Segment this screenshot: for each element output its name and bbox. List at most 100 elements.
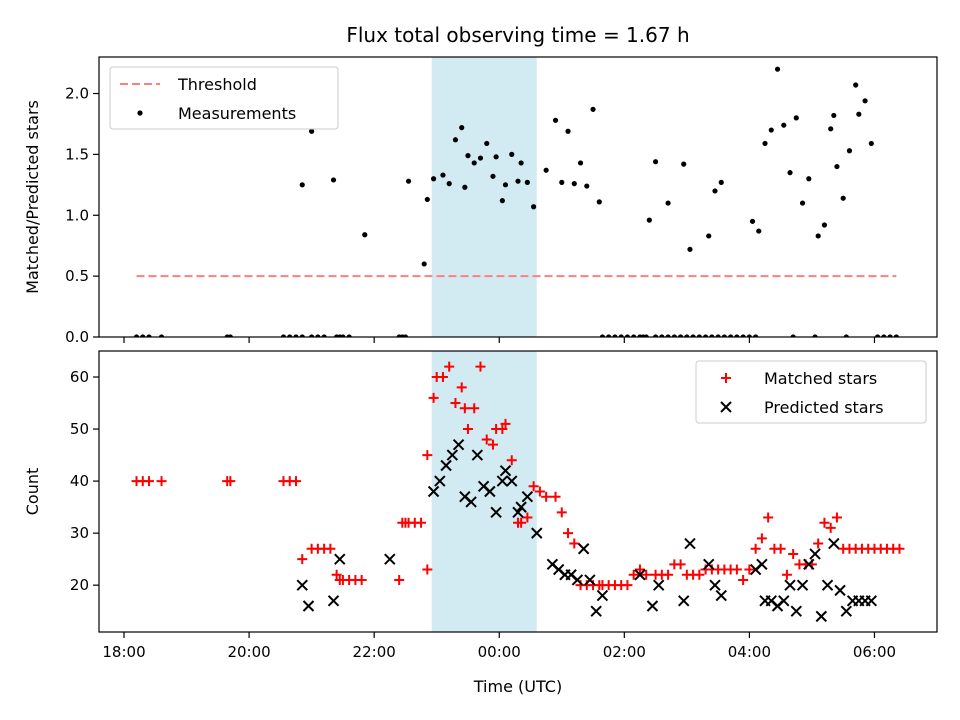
predicted-star-marker bbox=[815, 610, 828, 623]
measurement-point bbox=[493, 154, 499, 160]
measurement-point bbox=[665, 200, 671, 206]
measurement-point bbox=[706, 233, 712, 239]
predicted-star-marker bbox=[596, 589, 609, 602]
predicted-star-marker bbox=[440, 459, 452, 472]
measurement-point bbox=[815, 233, 821, 239]
matched-star-marker bbox=[456, 382, 467, 393]
matched-star-marker bbox=[356, 574, 367, 585]
measurement-point bbox=[618, 334, 624, 337]
x-tick-label: 00:00 bbox=[478, 643, 521, 661]
predicted-star-marker bbox=[334, 553, 346, 565]
legend-box bbox=[695, 360, 927, 424]
measurement-point bbox=[709, 334, 715, 337]
measurement-point bbox=[806, 176, 812, 182]
measurement-point bbox=[746, 334, 752, 337]
measurement-point bbox=[596, 199, 602, 205]
predicted-star-marker bbox=[784, 579, 796, 591]
matched-star-marker bbox=[437, 372, 448, 383]
predicted-star-marker bbox=[646, 600, 659, 612]
predicted-star-marker bbox=[484, 485, 496, 498]
measurement-point bbox=[853, 82, 859, 88]
measurement-point bbox=[718, 179, 724, 185]
measurement-point bbox=[712, 188, 718, 194]
measurement-point bbox=[753, 334, 759, 337]
measurement-point bbox=[524, 179, 530, 185]
y-tick-label: 1.0 bbox=[65, 206, 89, 224]
measurement-point bbox=[552, 117, 559, 123]
data-layer bbox=[133, 66, 899, 337]
measurement-point bbox=[687, 246, 693, 252]
measurement-point bbox=[646, 217, 652, 223]
measurement-point bbox=[671, 334, 677, 337]
measurement-point bbox=[330, 177, 337, 183]
matched-star-marker bbox=[641, 569, 652, 580]
measurement-point bbox=[484, 140, 490, 147]
measurement-point bbox=[227, 334, 233, 337]
y-tick-label: 40 bbox=[70, 472, 89, 490]
y-tick-label: 50 bbox=[70, 420, 89, 438]
legend-label: Threshold bbox=[177, 75, 257, 94]
measurement-point bbox=[309, 334, 315, 337]
matched-star-marker bbox=[788, 548, 799, 559]
measurement-point bbox=[584, 183, 590, 189]
matched-star-marker bbox=[550, 491, 561, 502]
matched-star-marker bbox=[444, 361, 455, 372]
matched-star-marker bbox=[634, 564, 645, 575]
measurement-point bbox=[834, 163, 840, 170]
matched-star-marker bbox=[516, 517, 527, 528]
matched-star-marker bbox=[663, 569, 674, 580]
measurement-point bbox=[146, 334, 152, 337]
matched-star-marker bbox=[394, 574, 405, 585]
predicted-star-marker bbox=[703, 558, 715, 571]
measurement-point bbox=[490, 173, 496, 179]
measurement-point bbox=[299, 182, 305, 188]
measurement-point bbox=[446, 181, 452, 187]
measurement-point bbox=[868, 140, 874, 147]
measurement-point bbox=[887, 334, 893, 337]
predicted-star-marker bbox=[384, 553, 396, 565]
matched-star-marker bbox=[481, 434, 492, 445]
legend-label: Matched stars bbox=[764, 369, 877, 388]
y-tick-label: 30 bbox=[70, 524, 89, 542]
measurement-point bbox=[665, 334, 671, 337]
predicted-star-marker bbox=[678, 595, 690, 607]
legend: Matched stars Predicted stars bbox=[695, 360, 927, 424]
predicted-star-marker bbox=[634, 569, 646, 581]
measurement-point bbox=[337, 334, 343, 337]
legend-label: Measurements bbox=[178, 104, 296, 123]
predicted-star-marker bbox=[465, 496, 477, 508]
matched-star-marker bbox=[506, 455, 517, 466]
predicted-star-marker bbox=[653, 579, 665, 591]
measurement-point bbox=[559, 179, 565, 185]
measurement-point bbox=[793, 115, 799, 121]
legend-matched-swatch bbox=[721, 373, 731, 383]
predicted-star-marker bbox=[446, 449, 459, 461]
x-tick-label: 20:00 bbox=[227, 643, 270, 661]
measurement-point bbox=[690, 334, 696, 337]
measurement-point bbox=[140, 334, 146, 337]
legend: Threshold Measurements bbox=[109, 66, 339, 130]
measurement-point bbox=[452, 137, 459, 143]
matched-star-marker bbox=[831, 512, 842, 523]
matched-star-marker bbox=[528, 481, 539, 492]
measurement-point bbox=[459, 125, 465, 131]
measurement-point bbox=[158, 334, 165, 337]
predicted-star-marker bbox=[590, 605, 602, 617]
legend-measurement-swatch bbox=[137, 110, 143, 116]
predicted-star-marker bbox=[778, 595, 790, 607]
data-layer bbox=[131, 361, 905, 623]
measurement-point bbox=[424, 196, 430, 203]
predicted-star-marker bbox=[471, 449, 484, 461]
measurement-point bbox=[299, 334, 305, 337]
matched-star-marker bbox=[675, 559, 686, 570]
measurement-point bbox=[874, 334, 881, 337]
measurement-point bbox=[893, 334, 899, 337]
predicted-star-marker bbox=[571, 574, 584, 586]
measurement-point bbox=[346, 334, 352, 337]
matched-star-marker bbox=[894, 543, 905, 554]
measurement-point bbox=[362, 232, 368, 238]
measurement-point bbox=[430, 176, 437, 182]
matched-star-marker bbox=[297, 554, 308, 565]
measurement-point bbox=[287, 334, 293, 337]
measurement-point bbox=[762, 140, 768, 147]
